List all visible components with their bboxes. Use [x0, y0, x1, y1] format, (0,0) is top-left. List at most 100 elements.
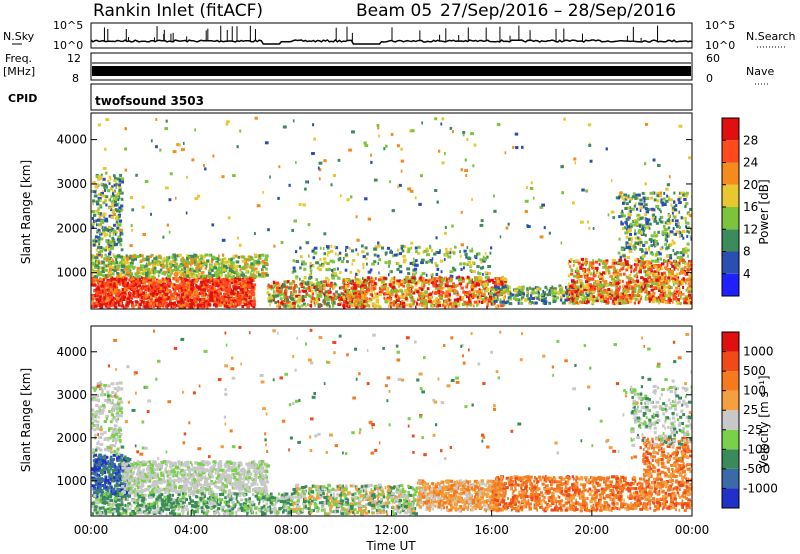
heatmap-cell — [106, 264, 108, 268]
heatmap-cell — [682, 297, 686, 301]
heatmap-cell — [205, 286, 209, 290]
heatmap-cell — [214, 262, 218, 266]
heatmap-cell — [236, 273, 239, 277]
heatmap-cell — [169, 269, 172, 272]
heatmap-cell — [272, 298, 275, 302]
heatmap-cell — [166, 258, 170, 262]
heatmap-cell — [484, 275, 489, 279]
heatmap-cell — [177, 300, 181, 304]
heatmap-cell — [484, 271, 488, 275]
heatmap-cell — [481, 265, 485, 269]
heatmap-cell — [209, 266, 213, 270]
heatmap-cell — [368, 297, 372, 301]
heatmap-cell — [405, 276, 407, 280]
heatmap-cell — [688, 278, 692, 282]
heatmap-cell — [132, 287, 137, 291]
heatmap-cell — [282, 299, 285, 303]
heatmap-cell — [244, 284, 247, 288]
heatmap-cell — [103, 288, 107, 292]
heatmap-cell — [687, 282, 692, 286]
heatmap-cell — [134, 304, 136, 308]
heatmap-cell — [678, 287, 681, 291]
heatmap-cell — [449, 287, 452, 291]
heatmap-cell — [227, 272, 229, 276]
heatmap-cell — [223, 280, 226, 284]
heatmap-cell — [610, 282, 612, 285]
heatmap-cell — [124, 263, 126, 267]
heatmap-cell — [97, 270, 100, 274]
heatmap-cell — [425, 260, 429, 264]
heatmap-cell — [116, 264, 121, 268]
heatmap-cell — [408, 303, 411, 307]
heatmap-cell — [473, 254, 476, 258]
heatmap-cell — [622, 287, 625, 291]
heatmap-cell — [500, 282, 504, 286]
heatmap-cell — [622, 301, 626, 305]
heatmap-cell — [670, 272, 675, 276]
heatmap-cell — [639, 297, 642, 301]
heatmap-cell — [134, 283, 137, 286]
heatmap-cell — [627, 264, 631, 267]
heatmap-cell — [580, 257, 584, 261]
heatmap-cell — [180, 274, 183, 278]
heatmap-cell — [579, 282, 584, 286]
heatmap-cell — [132, 281, 135, 285]
heatmap-cell — [668, 273, 671, 277]
heatmap-cell — [216, 257, 220, 261]
heatmap-cell — [295, 285, 298, 289]
heatmap-cell — [188, 256, 191, 259]
heatmap-cell — [453, 251, 456, 255]
heatmap-cell — [390, 305, 392, 309]
heatmap-cell — [422, 250, 425, 254]
heatmap-cell — [151, 259, 154, 263]
heatmap-cell — [445, 247, 448, 251]
heatmap-cell — [482, 272, 484, 276]
heatmap-cell — [591, 300, 595, 304]
heatmap-cell — [579, 287, 583, 290]
heatmap-cell — [243, 301, 246, 305]
heatmap-cell — [686, 277, 691, 281]
heatmap-cell — [468, 290, 472, 294]
heatmap-cell — [537, 296, 540, 300]
heatmap-cell — [603, 281, 608, 285]
heatmap-cell — [346, 290, 350, 294]
heatmap-cell — [395, 289, 400, 293]
heatmap-cell — [399, 283, 403, 287]
heatmap-cell — [633, 268, 637, 272]
heatmap-cell — [413, 274, 416, 278]
heatmap-cell — [507, 289, 512, 293]
heatmap-cell — [95, 264, 99, 267]
heatmap-cell — [367, 288, 371, 292]
heatmap-cell — [404, 290, 409, 294]
heatmap-cell — [156, 263, 161, 267]
heatmap-cell — [138, 271, 141, 275]
heatmap-cell — [183, 275, 185, 278]
heatmap-cell — [181, 279, 185, 283]
heatmap-cell — [94, 235, 98, 239]
heatmap-cell — [111, 285, 115, 289]
heatmap-cell — [166, 286, 169, 290]
heatmap-cell — [345, 290, 348, 294]
heatmap-cell — [329, 287, 331, 291]
heatmap-cell — [447, 255, 452, 259]
heatmap-cell — [379, 286, 381, 290]
heatmap-cell — [660, 299, 663, 302]
heatmap-cell — [493, 282, 498, 286]
heatmap-cell — [250, 271, 252, 275]
heatmap-cell — [460, 267, 463, 271]
heatmap-cell — [679, 296, 682, 300]
heatmap-cell — [671, 300, 674, 304]
heatmap-cell — [294, 290, 297, 294]
heatmap-cell — [99, 212, 102, 216]
heatmap-cell — [185, 304, 189, 308]
heatmap-cell — [187, 254, 190, 258]
heatmap-cell — [200, 274, 202, 278]
heatmap-cell — [417, 296, 420, 300]
heatmap-cell — [171, 282, 174, 286]
heatmap-cell — [559, 286, 564, 290]
heatmap-cell — [178, 264, 183, 268]
heatmap-cell — [247, 290, 252, 294]
heatmap-cell — [99, 246, 103, 250]
heatmap-cell — [420, 288, 424, 292]
heatmap-cell — [251, 293, 255, 297]
